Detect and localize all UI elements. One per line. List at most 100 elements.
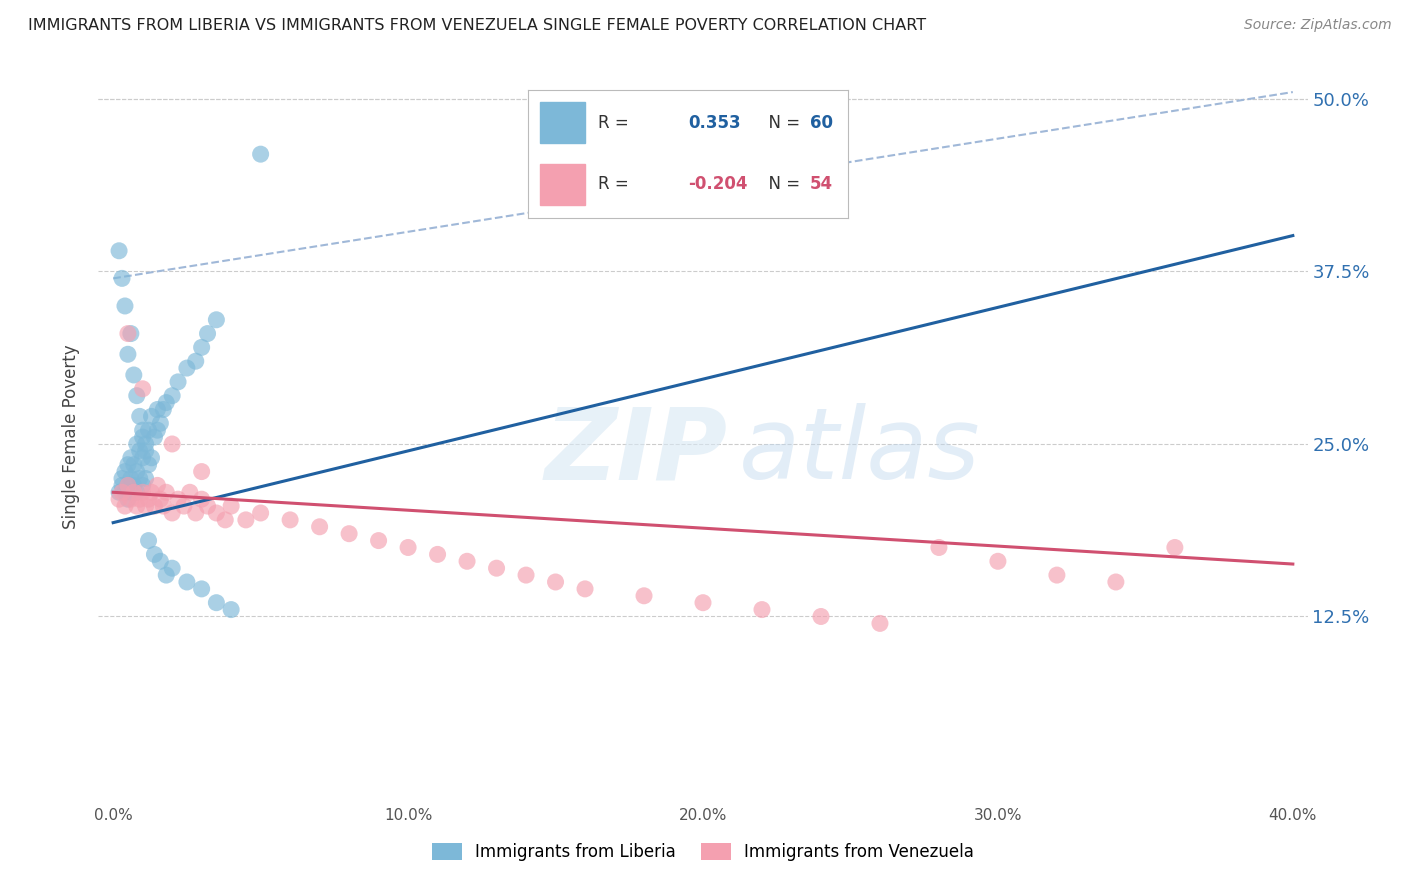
Point — [117, 458, 139, 472]
Text: atlas: atlas — [740, 403, 981, 500]
Point — [125, 485, 148, 500]
Point — [131, 382, 153, 396]
Point — [190, 340, 212, 354]
Point — [141, 450, 163, 465]
Point — [108, 244, 131, 258]
Point — [117, 478, 139, 492]
Point — [810, 609, 832, 624]
Y-axis label: Single Female Poverty: Single Female Poverty — [62, 345, 80, 529]
Point — [131, 485, 153, 500]
Point — [143, 499, 166, 513]
Point — [131, 478, 153, 492]
Point — [128, 443, 150, 458]
Point — [155, 485, 177, 500]
Point — [692, 596, 714, 610]
Text: Source: ZipAtlas.com: Source: ZipAtlas.com — [1244, 18, 1392, 32]
Point — [167, 375, 190, 389]
Point — [111, 478, 134, 492]
Point — [114, 465, 136, 479]
Point — [146, 402, 169, 417]
Point — [173, 499, 195, 513]
Point — [485, 561, 508, 575]
Point — [155, 568, 177, 582]
Point — [197, 326, 219, 341]
Point — [122, 485, 145, 500]
Point — [114, 485, 136, 500]
Point — [131, 450, 153, 465]
Point — [128, 492, 150, 507]
Point — [128, 471, 150, 485]
Point — [515, 568, 537, 582]
Point — [219, 602, 242, 616]
Point — [219, 499, 242, 513]
Point — [135, 471, 157, 485]
Point — [149, 554, 172, 568]
Point — [143, 430, 166, 444]
Point — [138, 492, 160, 507]
Point — [574, 582, 596, 596]
Point — [149, 417, 172, 431]
Point — [117, 478, 139, 492]
Point — [122, 478, 145, 492]
Point — [337, 526, 360, 541]
Point — [131, 430, 153, 444]
Point — [135, 443, 157, 458]
Point — [235, 513, 257, 527]
Point — [143, 548, 166, 562]
Point — [131, 423, 153, 437]
Point — [190, 465, 212, 479]
Point — [396, 541, 419, 555]
Point — [190, 492, 212, 507]
Point — [141, 409, 163, 424]
Point — [152, 499, 174, 513]
Point — [122, 368, 145, 382]
Point — [176, 361, 198, 376]
Point — [114, 299, 136, 313]
Point — [138, 533, 160, 548]
Point — [1164, 541, 1187, 555]
Point — [138, 458, 160, 472]
Point — [120, 485, 142, 500]
Point — [120, 450, 142, 465]
Point — [160, 506, 183, 520]
Point — [278, 513, 301, 527]
Point — [205, 312, 228, 326]
Point — [108, 485, 131, 500]
Point — [751, 602, 773, 616]
Point — [205, 506, 228, 520]
Point — [928, 541, 950, 555]
Point — [160, 437, 183, 451]
Point — [1046, 568, 1069, 582]
Point — [152, 402, 174, 417]
Point — [122, 458, 145, 472]
Point — [125, 465, 148, 479]
Point — [149, 492, 172, 507]
Point — [125, 499, 148, 513]
Point — [179, 485, 201, 500]
Point — [120, 492, 142, 507]
Point — [184, 354, 207, 368]
Point — [125, 437, 148, 451]
Point — [125, 389, 148, 403]
Point — [633, 589, 655, 603]
Point — [114, 499, 136, 513]
Point — [120, 471, 142, 485]
Point — [146, 423, 169, 437]
Point — [987, 554, 1010, 568]
Point — [117, 492, 139, 507]
Point — [146, 478, 169, 492]
Point — [184, 506, 207, 520]
Point — [160, 561, 183, 575]
Point — [308, 520, 330, 534]
Point — [117, 326, 139, 341]
Text: ZIP: ZIP — [544, 403, 727, 500]
Point — [128, 409, 150, 424]
Legend: Immigrants from Liberia, Immigrants from Venezuela: Immigrants from Liberia, Immigrants from… — [425, 836, 981, 868]
Point — [249, 147, 271, 161]
Point — [190, 582, 212, 596]
Point — [197, 499, 219, 513]
Point — [108, 492, 131, 507]
Point — [367, 533, 389, 548]
Point — [249, 506, 271, 520]
Point — [120, 326, 142, 341]
